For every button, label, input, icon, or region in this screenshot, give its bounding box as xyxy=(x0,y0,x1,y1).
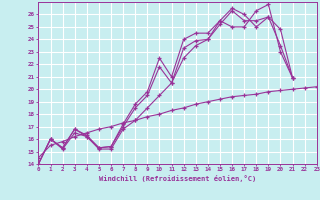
X-axis label: Windchill (Refroidissement éolien,°C): Windchill (Refroidissement éolien,°C) xyxy=(99,175,256,182)
